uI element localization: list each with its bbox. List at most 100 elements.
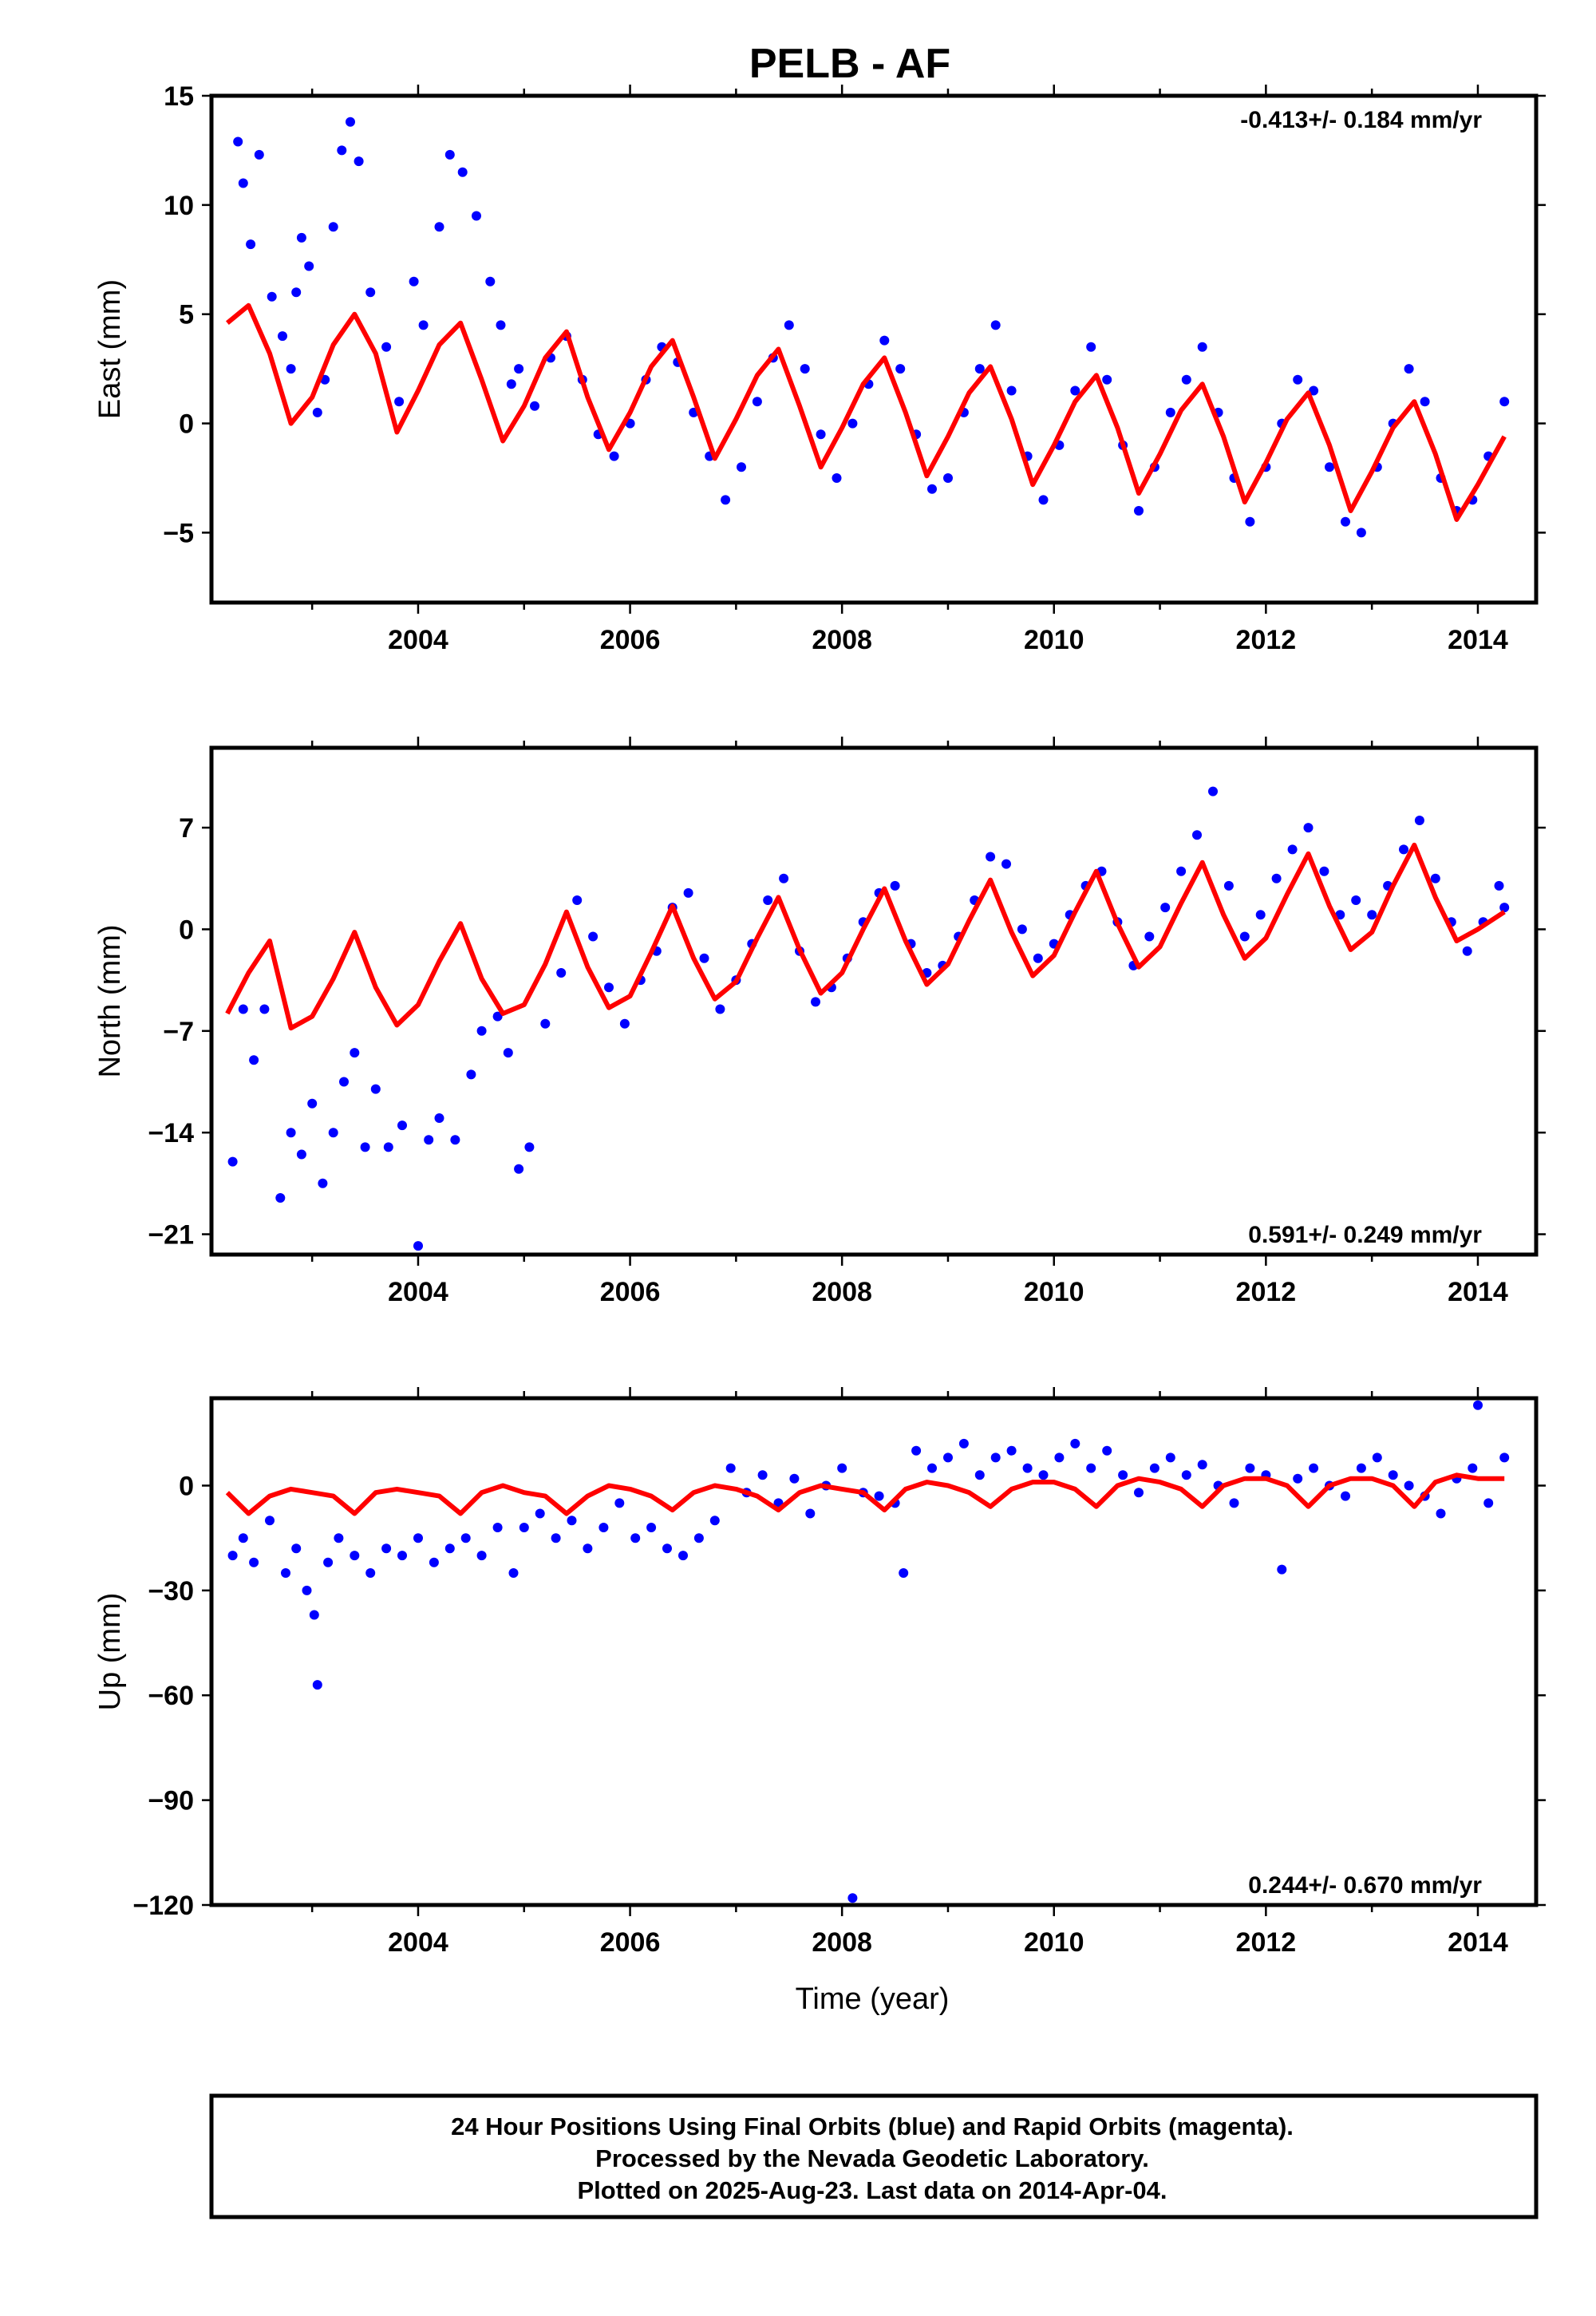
up-data-point	[1150, 1464, 1159, 1473]
north-data-point	[1176, 867, 1186, 876]
up-data-point	[334, 1533, 343, 1543]
east-data-point	[879, 336, 889, 346]
up-y-tick-label: −120	[132, 1891, 194, 1921]
up-x-tick-label: 2014	[1448, 1927, 1508, 1958]
up-data-point	[943, 1452, 953, 1462]
east-data-point	[530, 401, 539, 411]
up-data-point	[1293, 1474, 1302, 1484]
north-data-point	[339, 1077, 349, 1087]
figure-title: PELB - AF	[749, 41, 950, 87]
up-data-point	[291, 1543, 301, 1553]
east-y-tick-label: 10	[164, 191, 194, 221]
east-data-point	[496, 320, 506, 330]
up-data-point	[959, 1439, 969, 1448]
east-x-tick-label: 2014	[1448, 625, 1508, 655]
north-data-point	[1144, 932, 1154, 942]
up-data-point	[350, 1551, 359, 1560]
up-data-point	[789, 1474, 799, 1484]
east-data-point	[1102, 375, 1112, 385]
north-y-axis-label: North (mm)	[93, 924, 127, 1077]
up-data-point	[413, 1533, 423, 1543]
east-y-tick-label: 5	[179, 300, 194, 330]
east-data-point	[1182, 375, 1191, 385]
up-data-point	[1404, 1481, 1414, 1491]
north-data-point	[371, 1085, 381, 1094]
north-data-point	[604, 982, 614, 992]
east-data-point	[267, 292, 277, 302]
east-data-point	[233, 137, 243, 147]
north-data-point	[361, 1142, 370, 1152]
east-data-point	[1341, 517, 1350, 527]
up-data-point	[678, 1551, 688, 1560]
up-data-point	[429, 1558, 439, 1567]
up-data-point	[1102, 1446, 1112, 1456]
east-data-point	[721, 495, 730, 504]
north-data-point	[1001, 860, 1011, 869]
north-data-point	[1224, 881, 1234, 891]
east-plot-frame	[211, 96, 1536, 603]
up-data-point	[1134, 1488, 1144, 1497]
east-panel: 2004 2006 2008 2010 2012 2014 −5 0 5 10 15 East (mm…	[93, 81, 1546, 655]
up-data-point	[899, 1568, 908, 1578]
north-data-point	[1017, 924, 1027, 934]
up-data-point	[1070, 1439, 1080, 1448]
north-plot-frame	[211, 748, 1536, 1255]
up-data-point	[281, 1568, 290, 1578]
east-data-point	[1357, 528, 1366, 537]
east-data-point	[1134, 506, 1144, 516]
east-x-tick-label: 2010	[1024, 625, 1084, 655]
up-data-point	[1198, 1460, 1207, 1469]
panels: 2004 2006 2008 2010 2012 2014 −5 0 5 10 15 East (mm…	[93, 81, 1546, 1958]
north-data-point	[779, 874, 788, 883]
north-panel: 2004 2006 2008 2010 2012 2014−21−14−707North …	[93, 737, 1546, 1307]
up-data-point	[1341, 1492, 1350, 1501]
east-data-point	[304, 262, 314, 271]
north-data-point	[811, 997, 820, 1006]
north-x-tick-label: 2010	[1024, 1277, 1084, 1307]
up-data-point	[630, 1533, 640, 1543]
north-data-point	[620, 1019, 630, 1029]
east-data-point	[472, 211, 481, 221]
up-data-point	[1182, 1470, 1191, 1480]
up-data-point	[1007, 1446, 1017, 1456]
north-x-tick-label: 2014	[1448, 1277, 1508, 1307]
north-data-point	[466, 1069, 476, 1079]
north-data-point	[715, 1005, 725, 1014]
east-data-point	[239, 179, 248, 188]
east-data-point	[847, 419, 857, 429]
north-data-point	[1192, 830, 1202, 840]
up-data-point	[397, 1551, 407, 1560]
east-data-point	[354, 156, 364, 166]
north-data-point	[329, 1128, 338, 1137]
up-data-point	[662, 1543, 672, 1553]
footer-line-2: Processed by the Nevada Geodetic Laborat…	[595, 2144, 1149, 2172]
east-data-point	[346, 117, 355, 127]
up-y-tick-label: −30	[148, 1576, 194, 1607]
up-data-point	[381, 1543, 391, 1553]
up-plot-frame	[211, 1398, 1536, 1905]
up-data-point	[1309, 1464, 1318, 1473]
east-data-point	[329, 222, 338, 231]
up-data-point	[1473, 1401, 1483, 1410]
up-data-point	[1086, 1464, 1096, 1473]
up-data-point	[323, 1558, 333, 1567]
north-data-point	[384, 1142, 393, 1152]
east-data-point	[458, 168, 468, 177]
north-data-point	[1208, 787, 1218, 796]
north-data-point	[700, 954, 709, 963]
up-data-point	[1389, 1470, 1398, 1480]
north-data-point	[413, 1241, 423, 1251]
east-data-point	[1039, 495, 1049, 504]
east-points	[233, 117, 1509, 538]
east-data-point	[832, 473, 842, 483]
up-points	[228, 1401, 1510, 1903]
up-x-tick-label: 2006	[600, 1927, 661, 1958]
north-data-point	[556, 968, 566, 978]
north-data-point	[986, 852, 995, 862]
east-data-point	[610, 452, 619, 461]
east-x-tick-label: 2012	[1236, 625, 1297, 655]
north-x-tick-label: 2012	[1236, 1277, 1297, 1307]
east-data-point	[435, 222, 444, 231]
footer-box: 24 Hour Positions Using Final Orbits (bl…	[211, 2096, 1536, 2217]
north-data-point	[286, 1128, 296, 1137]
